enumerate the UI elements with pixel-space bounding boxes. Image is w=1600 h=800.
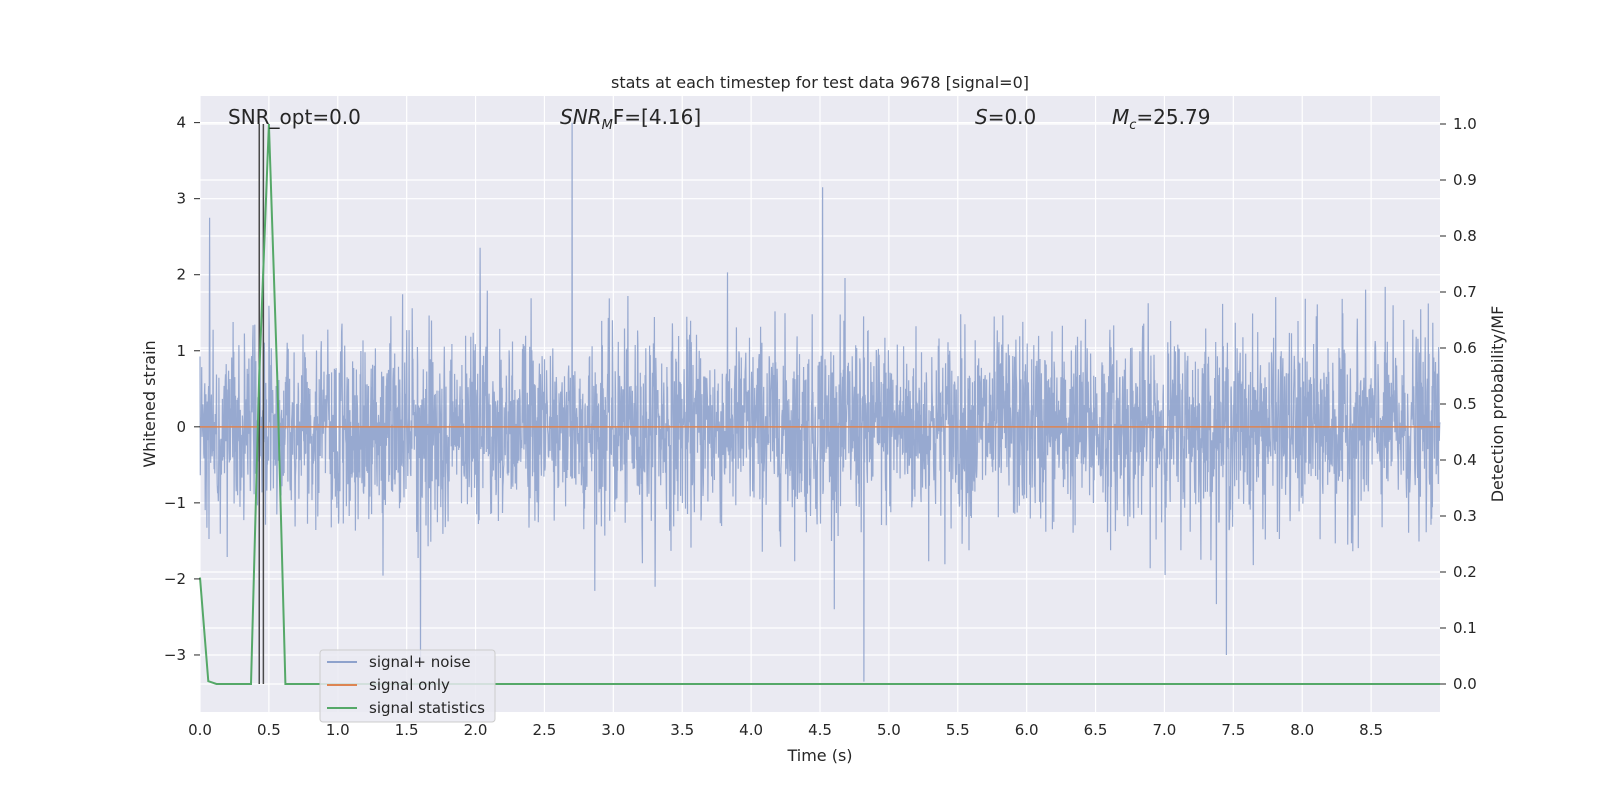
y-left-tick-label: 3	[176, 190, 186, 208]
x-tick-label: 2.0	[464, 721, 488, 739]
y-right-tick-label: 0.7	[1453, 283, 1477, 301]
y-axis-left-label: Whitened strain	[140, 340, 159, 467]
y-left-tick-label: 0	[176, 418, 186, 436]
y-axis-right-label: Detection probability/MF	[1488, 306, 1507, 503]
x-tick-label: 7.0	[1153, 721, 1177, 739]
y-left-tick-label: 4	[176, 114, 186, 132]
x-tick-label: 5.0	[877, 721, 901, 739]
y-left-tick-label: −3	[164, 646, 186, 664]
annotation-snr-mf: SNRMF=[4.16]	[560, 105, 701, 133]
annotation-snr-opt: SNR_opt=0.0	[228, 105, 361, 129]
y-right-tick-label: 0.2	[1453, 563, 1477, 581]
chart-title: stats at each timestep for test data 967…	[611, 73, 1029, 92]
legend-label-signal-plus-noise: signal+ noise	[369, 653, 471, 671]
y-right-tick-label: 0.1	[1453, 619, 1477, 637]
x-tick-label: 0.5	[257, 721, 281, 739]
x-tick-label: 1.0	[326, 721, 350, 739]
legend: signal+ noise signal only signal statist…	[319, 649, 496, 723]
x-tick-label: 5.5	[946, 721, 970, 739]
annotation-snr-mf-rest: F=[4.16]	[613, 105, 701, 129]
y-right-tick-label: 0.5	[1453, 395, 1477, 413]
x-tick-label: 2.5	[533, 721, 557, 739]
annotation-snr-mf-main: SNR	[560, 105, 602, 129]
x-tick-label: 8.0	[1290, 721, 1314, 739]
y-left-tick-label: −1	[164, 494, 186, 512]
line-signal-statistics	[199, 123, 1440, 685]
y-axis-left-ticks: −3 −2 −1 0 1 2 3 4	[164, 114, 200, 664]
y-right-tick-label: 0.9	[1453, 171, 1477, 189]
annotation-mc-sub: c	[1129, 118, 1136, 133]
legend-label-signal-statistics: signal statistics	[369, 699, 485, 717]
y-left-tick-label: −2	[164, 570, 186, 588]
annotation-s-main: S	[975, 105, 988, 129]
x-tick-label: 6.0	[1015, 721, 1039, 739]
y-right-tick-label: 1.0	[1453, 115, 1477, 133]
y-right-tick-label: 0.4	[1453, 451, 1477, 469]
x-tick-label: 1.5	[395, 721, 419, 739]
annotation-mc-rest: =25.79	[1136, 105, 1210, 129]
x-tick-label: 0.0	[188, 721, 212, 739]
y-right-tick-label: 0.3	[1453, 507, 1477, 525]
y-left-tick-label: 2	[176, 266, 186, 284]
x-tick-label: 4.5	[808, 721, 832, 739]
annotation-s-rest: =0.0	[988, 105, 1037, 129]
x-tick-label: 7.5	[1221, 721, 1245, 739]
legend-box	[319, 649, 496, 723]
y-left-tick-label: 1	[176, 342, 186, 360]
series-signal-plus-noise	[199, 122, 1441, 682]
annotation-mc: Mc=25.79	[1112, 105, 1210, 133]
x-tick-label: 4.0	[739, 721, 763, 739]
annotation-mc-main: M	[1112, 105, 1129, 129]
x-tick-label: 3.0	[601, 721, 625, 739]
legend-label-signal-only: signal only	[369, 676, 450, 694]
x-axis-label: Time (s)	[786, 746, 852, 765]
x-axis-ticks: 0.0 0.5 1.0 1.5 2.0 2.5 3.0 3.5 4.0 4.5 5.0 5.5 6.0 6…	[188, 721, 1383, 739]
y-right-tick-label: 0.8	[1453, 227, 1477, 245]
y-axis-right-ticks: 0.0 0.1 0.2 0.3 0.4 0.5 0.6 0.7 0.8 0.9 1.0	[1440, 115, 1477, 693]
annotation-snr-mf-sub: M	[602, 118, 613, 133]
x-tick-label: 6.5	[1084, 721, 1108, 739]
x-tick-label: 8.5	[1359, 721, 1383, 739]
y-right-tick-label: 0.6	[1453, 339, 1477, 357]
annotation-s: S=0.0	[975, 105, 1036, 129]
y-right-tick-label: 0.0	[1453, 675, 1477, 693]
x-tick-label: 3.5	[670, 721, 694, 739]
line-signal-plus-noise	[199, 122, 1441, 682]
series-signal-statistics	[199, 123, 1440, 685]
